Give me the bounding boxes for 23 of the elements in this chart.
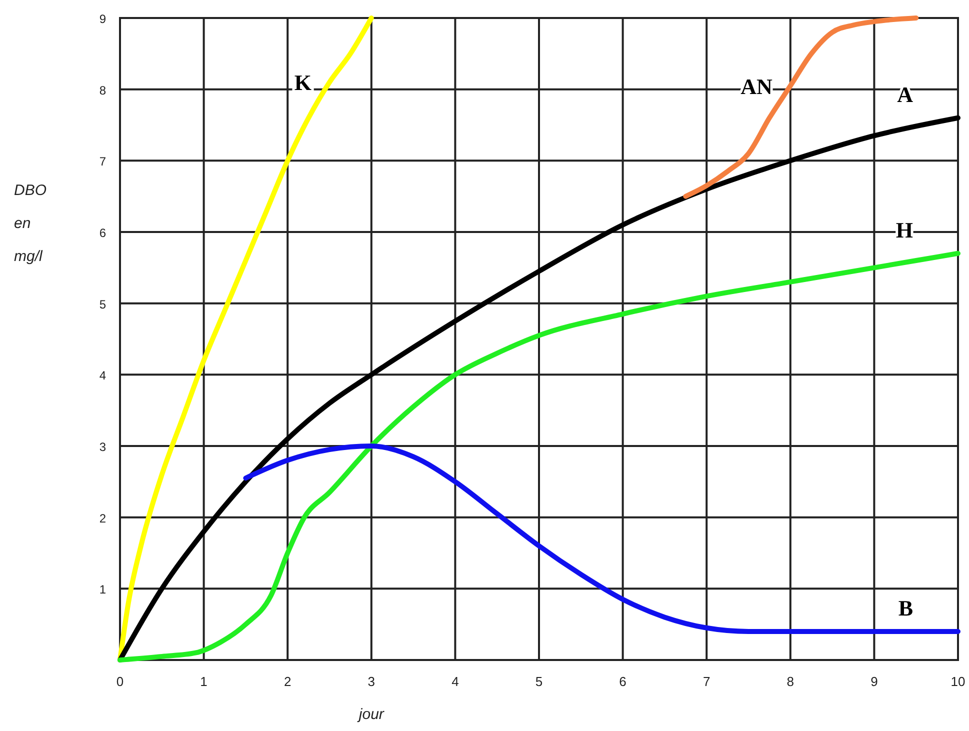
x-tick-label: 1 <box>200 674 208 689</box>
x-tick-label: 6 <box>619 674 626 689</box>
x-tick-label: 5 <box>535 674 543 689</box>
y-tick-label: 5 <box>99 297 106 312</box>
x-axis-title: jour <box>356 706 385 723</box>
y-tick-label: 1 <box>99 582 106 597</box>
x-tick-label: 0 <box>116 674 124 689</box>
y-tick-label: 8 <box>99 83 106 98</box>
x-tick-label: 3 <box>368 674 376 689</box>
x-tick-label: 9 <box>870 674 878 689</box>
x-tick-label: 10 <box>950 674 966 689</box>
x-tick-label: 2 <box>284 674 292 689</box>
x-tick-label: 7 <box>702 674 710 689</box>
x-tick-label: 4 <box>452 674 459 689</box>
y-tick-label: 7 <box>99 154 106 169</box>
y-tick-label: 6 <box>99 226 106 240</box>
y-tick-label: 2 <box>99 511 106 526</box>
y-tick-label: 3 <box>99 440 106 454</box>
series-label: B <box>898 595 914 620</box>
y-tick-label: 9 <box>99 12 106 26</box>
y-tick-label: 4 <box>99 368 106 383</box>
y-axis-title: DBO en mg/l <box>14 182 47 265</box>
x-tick-label: 8 <box>786 674 794 689</box>
